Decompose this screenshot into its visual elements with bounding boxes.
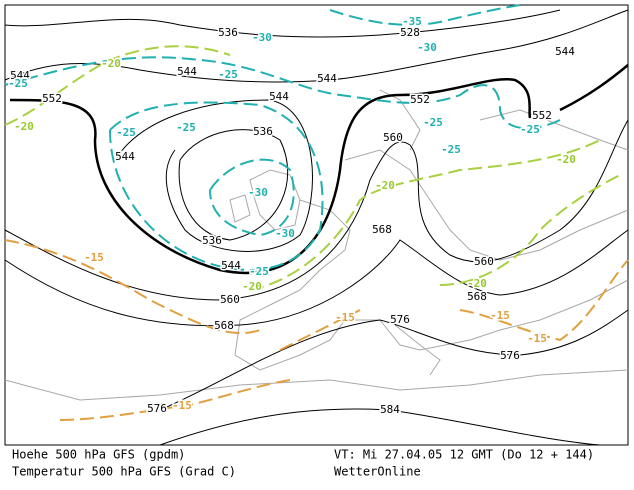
height-label: 576: [390, 313, 410, 326]
height-label: 544: [221, 259, 241, 272]
height-label: 536: [202, 234, 222, 247]
temperature-label: -30: [417, 41, 437, 54]
temperature-label: -20: [14, 120, 34, 133]
temperature-label: -20: [467, 277, 487, 290]
temperature-label: -25: [423, 116, 443, 129]
temperature-label: -25: [249, 265, 269, 278]
footer-left-line1: Hoehe 500 hPa GFS (gpdm): [12, 448, 185, 462]
temperature-contours: [4, 4, 629, 421]
temperature-label: -15: [335, 311, 355, 324]
height-label: 560: [474, 255, 494, 268]
footer-right-line2: WetterOnline: [334, 465, 421, 479]
temperature-label: -30: [252, 31, 272, 44]
temperature-label: -25: [176, 121, 196, 134]
temperature-label: -20: [556, 153, 576, 166]
height-label: 544: [10, 69, 30, 82]
temperature-label: -15: [527, 332, 547, 345]
height-label: 544: [317, 72, 337, 85]
height-label: 536: [253, 125, 273, 138]
height-label: 544: [177, 65, 197, 78]
temperature-label: -20: [375, 179, 395, 192]
temperature-label: -30: [248, 186, 268, 199]
footer-left-line2: Temperatur 500 hPa GFS (Grad C): [12, 465, 236, 479]
temperature-label: -15: [172, 399, 192, 412]
temperature-label: -25: [520, 123, 540, 136]
height-label: 552: [410, 93, 430, 106]
height-label: 536: [218, 26, 238, 39]
temperature-label: -25: [8, 77, 28, 90]
temperature-label: -35: [402, 15, 422, 28]
temperature-label: -20: [101, 57, 121, 70]
temperature-label: -25: [218, 68, 238, 81]
height-label: 568: [372, 223, 392, 236]
height-label: 560: [383, 131, 403, 144]
height-label: 544: [555, 45, 575, 58]
height-label: 528: [400, 26, 420, 39]
height-label: 576: [500, 349, 520, 362]
height-label: 544: [115, 150, 135, 163]
footer-right-line1: VT: Mi 27.04.05 12 GMT (Do 12 + 144): [334, 448, 594, 462]
height-label: 576: [147, 402, 167, 415]
height-label: 568: [214, 319, 234, 332]
coastlines: [4, 89, 629, 401]
temperature-label: -20: [242, 280, 262, 293]
map-frame: [4, 4, 629, 446]
height-contours: [4, 9, 629, 446]
height-label: 552: [532, 109, 552, 122]
temperature-label: -25: [116, 126, 136, 139]
height-label: 544: [269, 90, 289, 103]
height-label: 560: [220, 293, 240, 306]
temperature-label: -15: [84, 251, 104, 264]
temperature-label: -15: [490, 309, 510, 322]
temperature-label: -30: [275, 227, 295, 240]
height-label: 568: [467, 290, 487, 303]
temperature-label: -25: [441, 143, 461, 156]
height-label: 584: [380, 403, 400, 416]
height-label: 552: [42, 92, 62, 105]
